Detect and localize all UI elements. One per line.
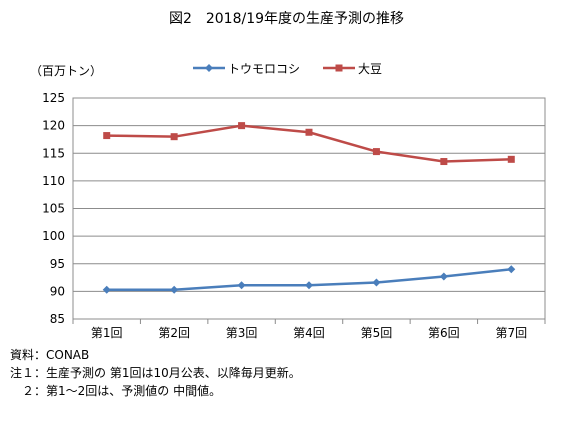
legend-item-soybean: 大豆 [322,60,382,77]
y-tick-label: 110 [42,174,65,188]
data-point-soybean [440,158,448,166]
y-tick-label: 125 [42,91,65,105]
y-tick-label: 120 [42,119,65,133]
data-point-corn [507,265,516,274]
y-tick-label: 115 [42,146,65,160]
y-tick-label: 85 [50,312,65,326]
line-chart: 85 90 95 100 105 110 115 120 125 第1回 第2回 第3回 第4回 第5回 第… [42,91,546,340]
data-point-soybean [238,122,246,130]
legend-marker-corn [193,64,225,72]
data-point-soybean [372,148,380,156]
y-axis-unit-label: （百万トン） [30,64,103,78]
data-point-soybean [103,132,111,140]
data-point-soybean [170,133,178,141]
chart-title: 図2 2018/19年度の生産予測の推移 [168,11,405,27]
y-tick-label: 95 [50,257,65,271]
source-note: 資料：CONAB [10,348,90,362]
x-tick-label: 第4回 [293,326,325,340]
y-tick-label: 100 [42,229,65,243]
data-point-corn [372,278,381,287]
legend-item-corn: トウモロコシ [192,60,300,77]
y-tick-label: 90 [50,284,65,298]
plot-area [72,97,546,320]
x-tick-label: 第6回 [428,326,460,340]
x-tick-label: 第1回 [91,326,123,340]
data-point-corn [439,272,448,281]
data-point-soybean [507,155,515,163]
footnote-1: 注１：生産予測の 第1回は10月公表、以降毎月更新。 [10,366,301,380]
chart-notes: 資料：CONAB 注１：生産予測の 第1回は10月公表、以降毎月更新。 ２：第1… [10,346,301,400]
legend-marker-soybean [323,64,356,72]
data-point-corn [305,281,313,290]
x-tick-label: 第2回 [158,326,190,340]
legend: トウモロコシ 大豆 [192,58,404,78]
legend-label-corn: トウモロコシ [228,61,301,76]
data-point-corn [102,285,111,294]
x-tick-label: 第3回 [226,326,258,340]
x-tick-label: 第5回 [361,326,393,340]
data-point-corn [237,281,246,290]
data-point-corn [170,285,179,294]
y-tick-label: 105 [42,202,65,216]
legend-label-soybean: 大豆 [358,61,383,76]
data-point-soybean [305,128,313,136]
footnote-2: ２：第1～2回は、予測値の 中間値。 [10,384,222,398]
x-tick-label: 第7回 [495,326,527,340]
